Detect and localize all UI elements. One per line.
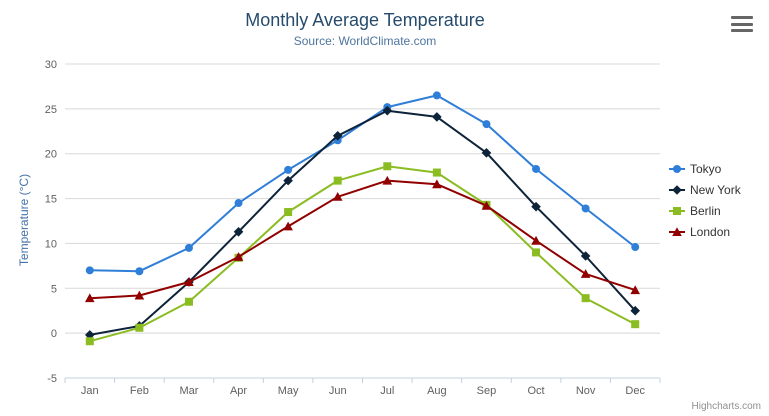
data-point-berlin[interactable] — [333, 176, 342, 185]
legend-item-berlin[interactable]: Berlin — [669, 204, 741, 218]
y-axis-label: 0 — [51, 328, 57, 340]
legend-label: New York — [690, 183, 741, 197]
data-point-berlin[interactable] — [532, 248, 541, 257]
data-point-tokyo[interactable] — [234, 199, 243, 208]
legend-label: Tokyo — [690, 162, 722, 176]
data-point-new-york[interactable] — [432, 112, 442, 122]
square-marker-icon — [669, 207, 685, 215]
data-point-new-york[interactable] — [531, 201, 541, 212]
data-point-tokyo[interactable] — [532, 164, 541, 173]
y-axis-label: -5 — [47, 373, 57, 385]
data-point-berlin[interactable] — [432, 168, 441, 177]
data-point-tokyo[interactable] — [284, 165, 293, 174]
diamond-marker-icon — [669, 185, 685, 195]
data-point-tokyo[interactable] — [631, 243, 640, 252]
data-point-london[interactable] — [481, 200, 492, 210]
data-point-london[interactable] — [432, 179, 442, 189]
data-point-berlin[interactable] — [631, 320, 640, 329]
series-line-tokyo — [89, 94, 636, 273]
data-point-london[interactable] — [134, 290, 145, 300]
credits-link[interactable]: Highcharts.com — [691, 401, 761, 412]
x-axis-label: Oct — [527, 385, 544, 397]
legend: Tokyo New York Berlin London — [669, 162, 741, 246]
y-axis-label: 25 — [45, 104, 57, 116]
x-axis-label: Sep — [477, 385, 497, 397]
legend-label: Berlin — [690, 204, 721, 218]
hamburger-icon — [731, 16, 753, 19]
data-point-new-york[interactable] — [382, 105, 393, 116]
data-point-new-york[interactable] — [580, 251, 591, 261]
data-point-london[interactable] — [332, 191, 343, 201]
x-axis-label: Apr — [230, 385, 247, 397]
y-axis-label: 15 — [45, 194, 57, 206]
data-point-berlin[interactable] — [581, 294, 590, 303]
x-axis-label: Mar — [179, 385, 198, 397]
chart-subtitle: Source: WorldClimate.com — [293, 34, 437, 48]
data-point-tokyo[interactable] — [581, 204, 590, 213]
x-axis-label: Feb — [130, 385, 149, 397]
x-axis-label: Aug — [427, 385, 447, 397]
hamburger-icon — [731, 29, 753, 32]
series-line-berlin — [89, 165, 636, 343]
data-point-berlin[interactable] — [85, 337, 94, 346]
x-axis-label: Dec — [625, 385, 645, 397]
y-axis-label: 30 — [45, 59, 57, 71]
x-axis-label: Jan — [81, 385, 99, 397]
data-point-tokyo[interactable] — [184, 243, 193, 252]
data-point-london[interactable] — [382, 175, 393, 185]
data-point-new-york[interactable] — [233, 226, 244, 237]
chart-title: Monthly Average Temperature — [245, 10, 485, 30]
data-point-new-york[interactable] — [283, 175, 293, 186]
data-point-london[interactable] — [630, 285, 641, 295]
data-point-london[interactable] — [531, 235, 541, 245]
legend-item-london[interactable]: London — [669, 225, 741, 239]
data-point-tokyo[interactable] — [482, 120, 491, 129]
series-line-london — [89, 179, 636, 300]
data-point-london[interactable] — [580, 269, 591, 278]
legend-item-new-york[interactable]: New York — [669, 183, 741, 197]
data-point-new-york[interactable] — [84, 330, 95, 340]
x-axis-label: Jul — [380, 385, 394, 397]
legend-item-tokyo[interactable]: Tokyo — [669, 162, 741, 176]
x-axis-label: Nov — [576, 385, 596, 397]
data-point-tokyo[interactable] — [135, 267, 144, 276]
y-axis-label: 10 — [45, 238, 57, 250]
data-point-tokyo[interactable] — [432, 91, 441, 100]
data-point-london[interactable] — [233, 252, 244, 261]
export-menu-button[interactable] — [731, 16, 753, 32]
data-point-tokyo[interactable] — [85, 266, 94, 275]
triangle-marker-icon — [669, 227, 685, 236]
y-axis-label: 5 — [51, 283, 57, 295]
data-point-berlin[interactable] — [284, 208, 293, 217]
legend-label: London — [690, 225, 731, 239]
data-point-berlin[interactable] — [383, 162, 392, 171]
data-point-berlin[interactable] — [135, 323, 144, 332]
data-point-london[interactable] — [283, 221, 293, 231]
x-axis-label: May — [278, 385, 299, 397]
circle-marker-icon — [669, 165, 685, 173]
data-point-new-york[interactable] — [481, 148, 492, 158]
data-point-new-york[interactable] — [332, 130, 343, 141]
series-line-new-york — [89, 109, 636, 336]
data-point-london[interactable] — [184, 277, 194, 287]
x-axis-label: Jun — [329, 385, 347, 397]
data-point-new-york[interactable] — [630, 305, 641, 316]
data-point-london[interactable] — [84, 293, 95, 303]
data-point-berlin[interactable] — [184, 297, 193, 306]
y-axis-label: 20 — [45, 149, 57, 161]
hamburger-icon — [731, 22, 753, 26]
